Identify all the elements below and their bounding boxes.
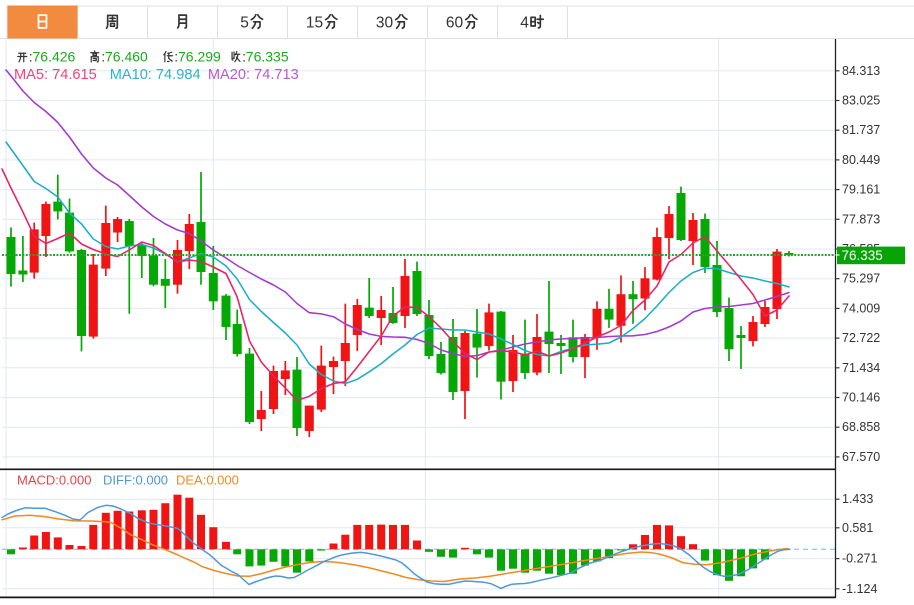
svg-text:74.009: 74.009 [842, 301, 880, 315]
svg-text:67.570: 67.570 [842, 450, 880, 464]
svg-text:81.737: 81.737 [842, 123, 880, 137]
svg-text:15: 15 [306, 15, 323, 32]
svg-text::: : [101, 49, 105, 65]
svg-text:MA5: 74.615: MA5: 74.615 [14, 67, 97, 83]
svg-text:1.433: 1.433 [842, 492, 873, 506]
svg-text:30: 30 [376, 15, 394, 32]
svg-text:72.722: 72.722 [842, 331, 880, 345]
svg-text:MA10: 74.984: MA10: 74.984 [110, 67, 201, 83]
svg-text:5: 5 [240, 15, 249, 32]
svg-text::: : [242, 49, 246, 65]
svg-text:68.858: 68.858 [842, 420, 880, 434]
svg-text:71.434: 71.434 [842, 361, 880, 375]
svg-text:MACD:0.000: MACD:0.000 [17, 473, 91, 488]
svg-text:77.873: 77.873 [842, 212, 880, 226]
svg-text:-1.124: -1.124 [842, 582, 877, 596]
svg-text:-0.271: -0.271 [842, 552, 877, 566]
svg-text:76.335: 76.335 [246, 49, 289, 65]
svg-text:76.335: 76.335 [842, 248, 883, 263]
svg-text:76.426: 76.426 [33, 49, 76, 65]
svg-text:DEA:0.000: DEA:0.000 [176, 473, 239, 488]
svg-text:80.449: 80.449 [842, 153, 880, 167]
svg-text::: : [29, 49, 33, 65]
svg-text:79.161: 79.161 [842, 183, 880, 197]
svg-text:70.146: 70.146 [842, 391, 880, 405]
svg-text:4: 4 [520, 15, 529, 32]
svg-text:75.297: 75.297 [842, 272, 880, 286]
svg-text:MA20: 74.713: MA20: 74.713 [208, 67, 299, 83]
svg-text:DIFF:0.000: DIFF:0.000 [103, 473, 168, 488]
svg-text:84.313: 84.313 [842, 64, 880, 78]
svg-text:0.581: 0.581 [842, 521, 873, 535]
svg-text::: : [174, 49, 178, 65]
svg-text:76.299: 76.299 [178, 49, 221, 65]
svg-text:76.460: 76.460 [105, 49, 148, 65]
svg-text:83.025: 83.025 [842, 94, 880, 108]
svg-text:60: 60 [446, 15, 464, 32]
